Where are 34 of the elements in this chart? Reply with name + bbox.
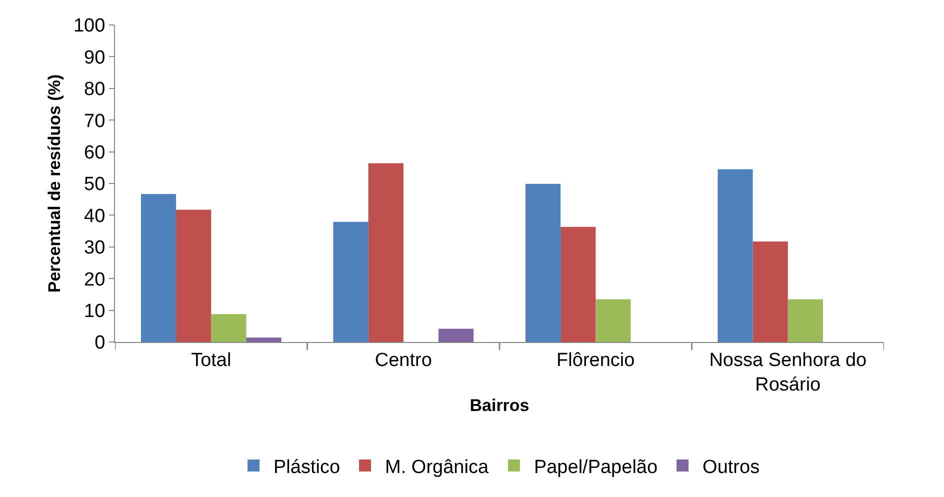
legend-label: M. Orgânica: [385, 456, 489, 478]
y-tick-label: 70: [84, 110, 106, 132]
y-tick-label: 40: [84, 206, 106, 227]
bar: [438, 328, 474, 342]
bar: [176, 210, 212, 342]
y-axis-title: Percentual de resíduos (%): [45, 74, 64, 293]
bar: [718, 169, 753, 342]
x-tick-label: Nossa Senhora do Rosário: [709, 350, 867, 396]
y-tick-label: 60: [84, 142, 106, 164]
y-tick-label: 90: [84, 47, 106, 68]
bar: [368, 163, 404, 342]
y-tick-label: 100: [73, 16, 106, 37]
y-tick-label: 10: [84, 300, 106, 322]
y-tick-label: 50: [84, 174, 106, 196]
y-tick-label: 0: [94, 332, 106, 354]
bar: [596, 299, 631, 342]
legend-label: Papel/Papelão: [534, 456, 658, 478]
bar: [525, 184, 561, 342]
x-tick-label: Flôrencio: [556, 350, 635, 371]
y-tick-label: 80: [84, 79, 106, 100]
y-tick-label: 20: [84, 269, 106, 290]
bar: [752, 242, 788, 342]
bar: [140, 194, 176, 342]
bar: [788, 299, 823, 342]
legend-label: Outros: [702, 456, 760, 478]
y-tick-label: 30: [84, 238, 106, 259]
bar: [560, 226, 596, 342]
bar: [333, 222, 368, 342]
legend-label: Plástico: [274, 456, 340, 478]
bar: [211, 314, 246, 342]
x-tick-label: Centro: [374, 350, 432, 371]
x-tick-label: Total: [191, 350, 232, 371]
x-axis-title: Bairros: [470, 396, 530, 415]
bar: [246, 338, 282, 342]
